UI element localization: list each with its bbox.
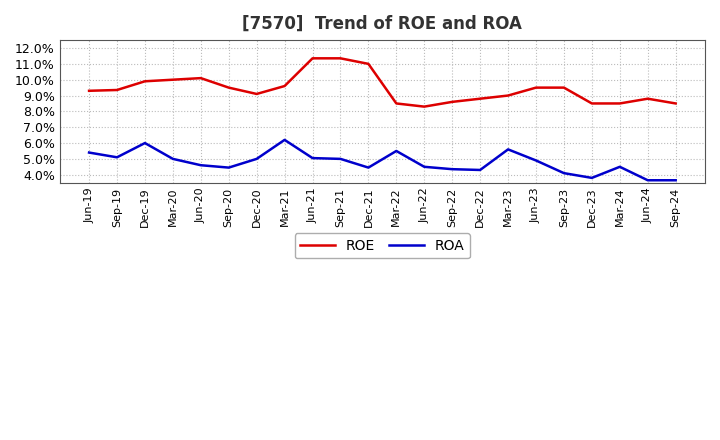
ROE: [644, 96, 652, 101]
ROE: [476, 96, 485, 101]
ROE: [531, 85, 540, 90]
ROA: [588, 175, 596, 180]
ROE: [588, 101, 596, 106]
ROE: [559, 85, 568, 90]
ROE: [504, 93, 513, 98]
ROE: [197, 76, 205, 81]
ROA: [280, 137, 289, 143]
ROA: [225, 165, 233, 170]
ROE: [252, 92, 261, 97]
Legend: ROE, ROA: ROE, ROA: [294, 233, 470, 258]
ROA: [644, 178, 652, 183]
ROA: [559, 170, 568, 176]
ROE: [112, 88, 121, 93]
ROA: [197, 163, 205, 168]
ROA: [112, 155, 121, 160]
ROA: [616, 164, 624, 169]
ROE: [308, 56, 317, 61]
ROA: [168, 156, 177, 161]
ROA: [504, 147, 513, 152]
ROE: [225, 85, 233, 90]
ROA: [85, 150, 94, 155]
ROE: [448, 99, 456, 105]
ROE: [616, 101, 624, 106]
ROA: [476, 167, 485, 172]
ROE: [280, 84, 289, 89]
ROE: [140, 79, 149, 84]
ROE: [85, 88, 94, 93]
ROA: [140, 140, 149, 146]
ROE: [364, 61, 373, 66]
ROA: [448, 166, 456, 172]
ROE: [420, 104, 428, 109]
ROA: [531, 158, 540, 163]
ROA: [336, 156, 345, 161]
ROE: [392, 101, 400, 106]
ROE: [671, 101, 680, 106]
ROA: [671, 178, 680, 183]
Line: ROE: ROE: [89, 59, 675, 106]
ROA: [364, 165, 373, 170]
ROE: [336, 56, 345, 61]
Title: [7570]  Trend of ROE and ROA: [7570] Trend of ROE and ROA: [243, 15, 522, 33]
ROA: [308, 155, 317, 161]
ROA: [420, 164, 428, 169]
ROE: [168, 77, 177, 82]
ROA: [252, 156, 261, 161]
Line: ROA: ROA: [89, 140, 675, 180]
ROA: [392, 148, 400, 154]
